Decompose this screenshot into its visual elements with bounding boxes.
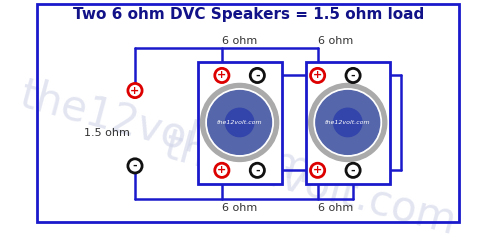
Text: +: + [313,70,322,81]
Text: -: - [351,165,355,175]
Circle shape [311,68,324,82]
Circle shape [201,84,278,162]
Circle shape [128,84,142,98]
Circle shape [206,89,273,156]
Text: the12volt.com: the12volt.com [325,120,371,125]
Circle shape [314,89,382,156]
Text: Two 6 ohm DVC Speakers = 1.5 ohm load: Two 6 ohm DVC Speakers = 1.5 ohm load [73,7,424,22]
Circle shape [311,163,324,178]
Circle shape [226,108,254,137]
Text: the12volt.com: the12volt.com [160,124,461,243]
Text: 1.5 ohm: 1.5 ohm [84,128,130,138]
Circle shape [208,90,272,154]
Text: 6 ohm: 6 ohm [318,36,353,46]
Text: +: + [217,70,227,81]
Text: -: - [351,70,355,81]
Text: +: + [217,165,227,175]
Circle shape [250,68,264,82]
Text: 6 ohm: 6 ohm [222,202,257,212]
Circle shape [309,84,387,162]
Bar [198,62,282,184]
Circle shape [128,159,142,173]
Text: +: + [313,165,322,175]
Text: +: + [131,86,140,96]
Text: -: - [132,161,137,171]
Circle shape [215,163,229,178]
Text: -: - [255,165,260,175]
Circle shape [346,68,360,82]
Text: 6 ohm: 6 ohm [318,202,353,212]
Circle shape [250,163,264,178]
Text: the12volt.com: the12volt.com [16,74,318,192]
Circle shape [334,108,362,137]
Text: -: - [255,70,260,81]
Circle shape [346,163,360,178]
Text: the12volt.com: the12volt.com [217,120,263,125]
Bar [306,62,390,184]
Text: 6 ohm: 6 ohm [222,36,257,46]
Circle shape [316,90,380,154]
Circle shape [215,68,229,82]
